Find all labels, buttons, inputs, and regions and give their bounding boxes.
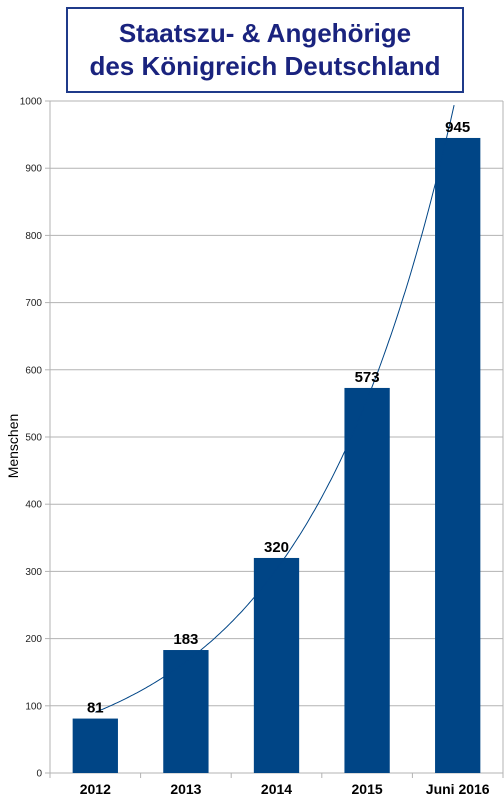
bar bbox=[344, 387, 390, 773]
trend-line bbox=[95, 104, 455, 713]
data-label: 320 bbox=[264, 539, 289, 556]
chart-title-line-2: des Königreich Deutschland bbox=[89, 51, 441, 81]
x-category-label: 2013 bbox=[170, 781, 201, 797]
y-tick-label: 900 bbox=[25, 164, 42, 175]
y-tick-label: 600 bbox=[25, 365, 42, 376]
bar bbox=[253, 557, 300, 773]
x-category-label: 2012 bbox=[80, 781, 111, 797]
y-tick-label: 300 bbox=[25, 567, 42, 578]
data-label: 183 bbox=[173, 631, 198, 648]
chart-title: Staatszu- & Angehörige des Königreich De… bbox=[66, 7, 464, 93]
bar bbox=[435, 137, 481, 773]
trendline bbox=[95, 104, 455, 713]
gridlines bbox=[50, 100, 503, 774]
data-labels: 81 2012 183 2013 320 2014 573 2015 945 Juni 2016 bbox=[80, 119, 490, 797]
bars bbox=[72, 137, 481, 773]
data-label: 945 bbox=[445, 119, 470, 136]
x-category-label: Juni 2016 bbox=[426, 781, 490, 797]
axes: 0 100 200 300 400 500 600 700 800 900 1000 bbox=[20, 97, 504, 780]
data-label: 573 bbox=[355, 369, 380, 386]
bar bbox=[72, 718, 118, 773]
data-label: 81 bbox=[87, 700, 104, 717]
x-category-label: 2014 bbox=[261, 781, 292, 797]
y-tick-label: 700 bbox=[25, 298, 42, 309]
y-tick-label: 100 bbox=[25, 701, 42, 712]
x-category-label: 2015 bbox=[352, 781, 383, 797]
y-tick-label: 400 bbox=[25, 500, 42, 511]
y-axis-title: Menschen bbox=[5, 414, 21, 479]
y-tick-label: 500 bbox=[25, 433, 42, 444]
bar bbox=[163, 650, 209, 773]
y-tick-label: 800 bbox=[25, 231, 42, 242]
y-tick-label: 200 bbox=[25, 634, 42, 645]
chart-title-line-1: Staatszu- & Angehörige bbox=[118, 18, 412, 48]
y-tick-label: 0 bbox=[36, 769, 42, 780]
y-tick-label: 1000 bbox=[20, 97, 43, 108]
